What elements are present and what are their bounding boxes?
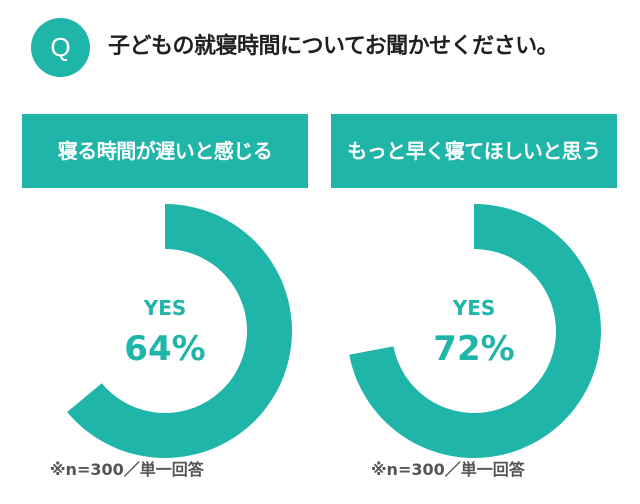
sample-size-note: ※n=300／単一回答 (50, 460, 204, 479)
chart-title: もっと早く寝てほしいと思う (331, 114, 617, 188)
center-label: YES (143, 296, 187, 320)
chart-title: 寝る時間が遅いと感じる (22, 114, 308, 188)
donut-segment-yes (349, 204, 601, 458)
chart-panel-bedtime-late: 寝る時間が遅いと感じる YES 64% (22, 114, 308, 458)
donut-chart: YES 64% (67, 204, 292, 458)
question-badge: Q (31, 18, 90, 77)
center-value: 72% (433, 329, 514, 369)
question-text: 子どもの就寝時間についてお聞かせください。 (108, 34, 559, 59)
center-value: 64% (124, 329, 205, 369)
donut-segment-yes (67, 204, 292, 458)
donut-chart: YES 72% (349, 204, 601, 458)
chart-panel-sleep-earlier: もっと早く寝てほしいと思う YES 72% (331, 114, 617, 458)
sample-size-note: ※n=300／単一回答 (371, 460, 525, 479)
center-label: YES (452, 296, 496, 320)
